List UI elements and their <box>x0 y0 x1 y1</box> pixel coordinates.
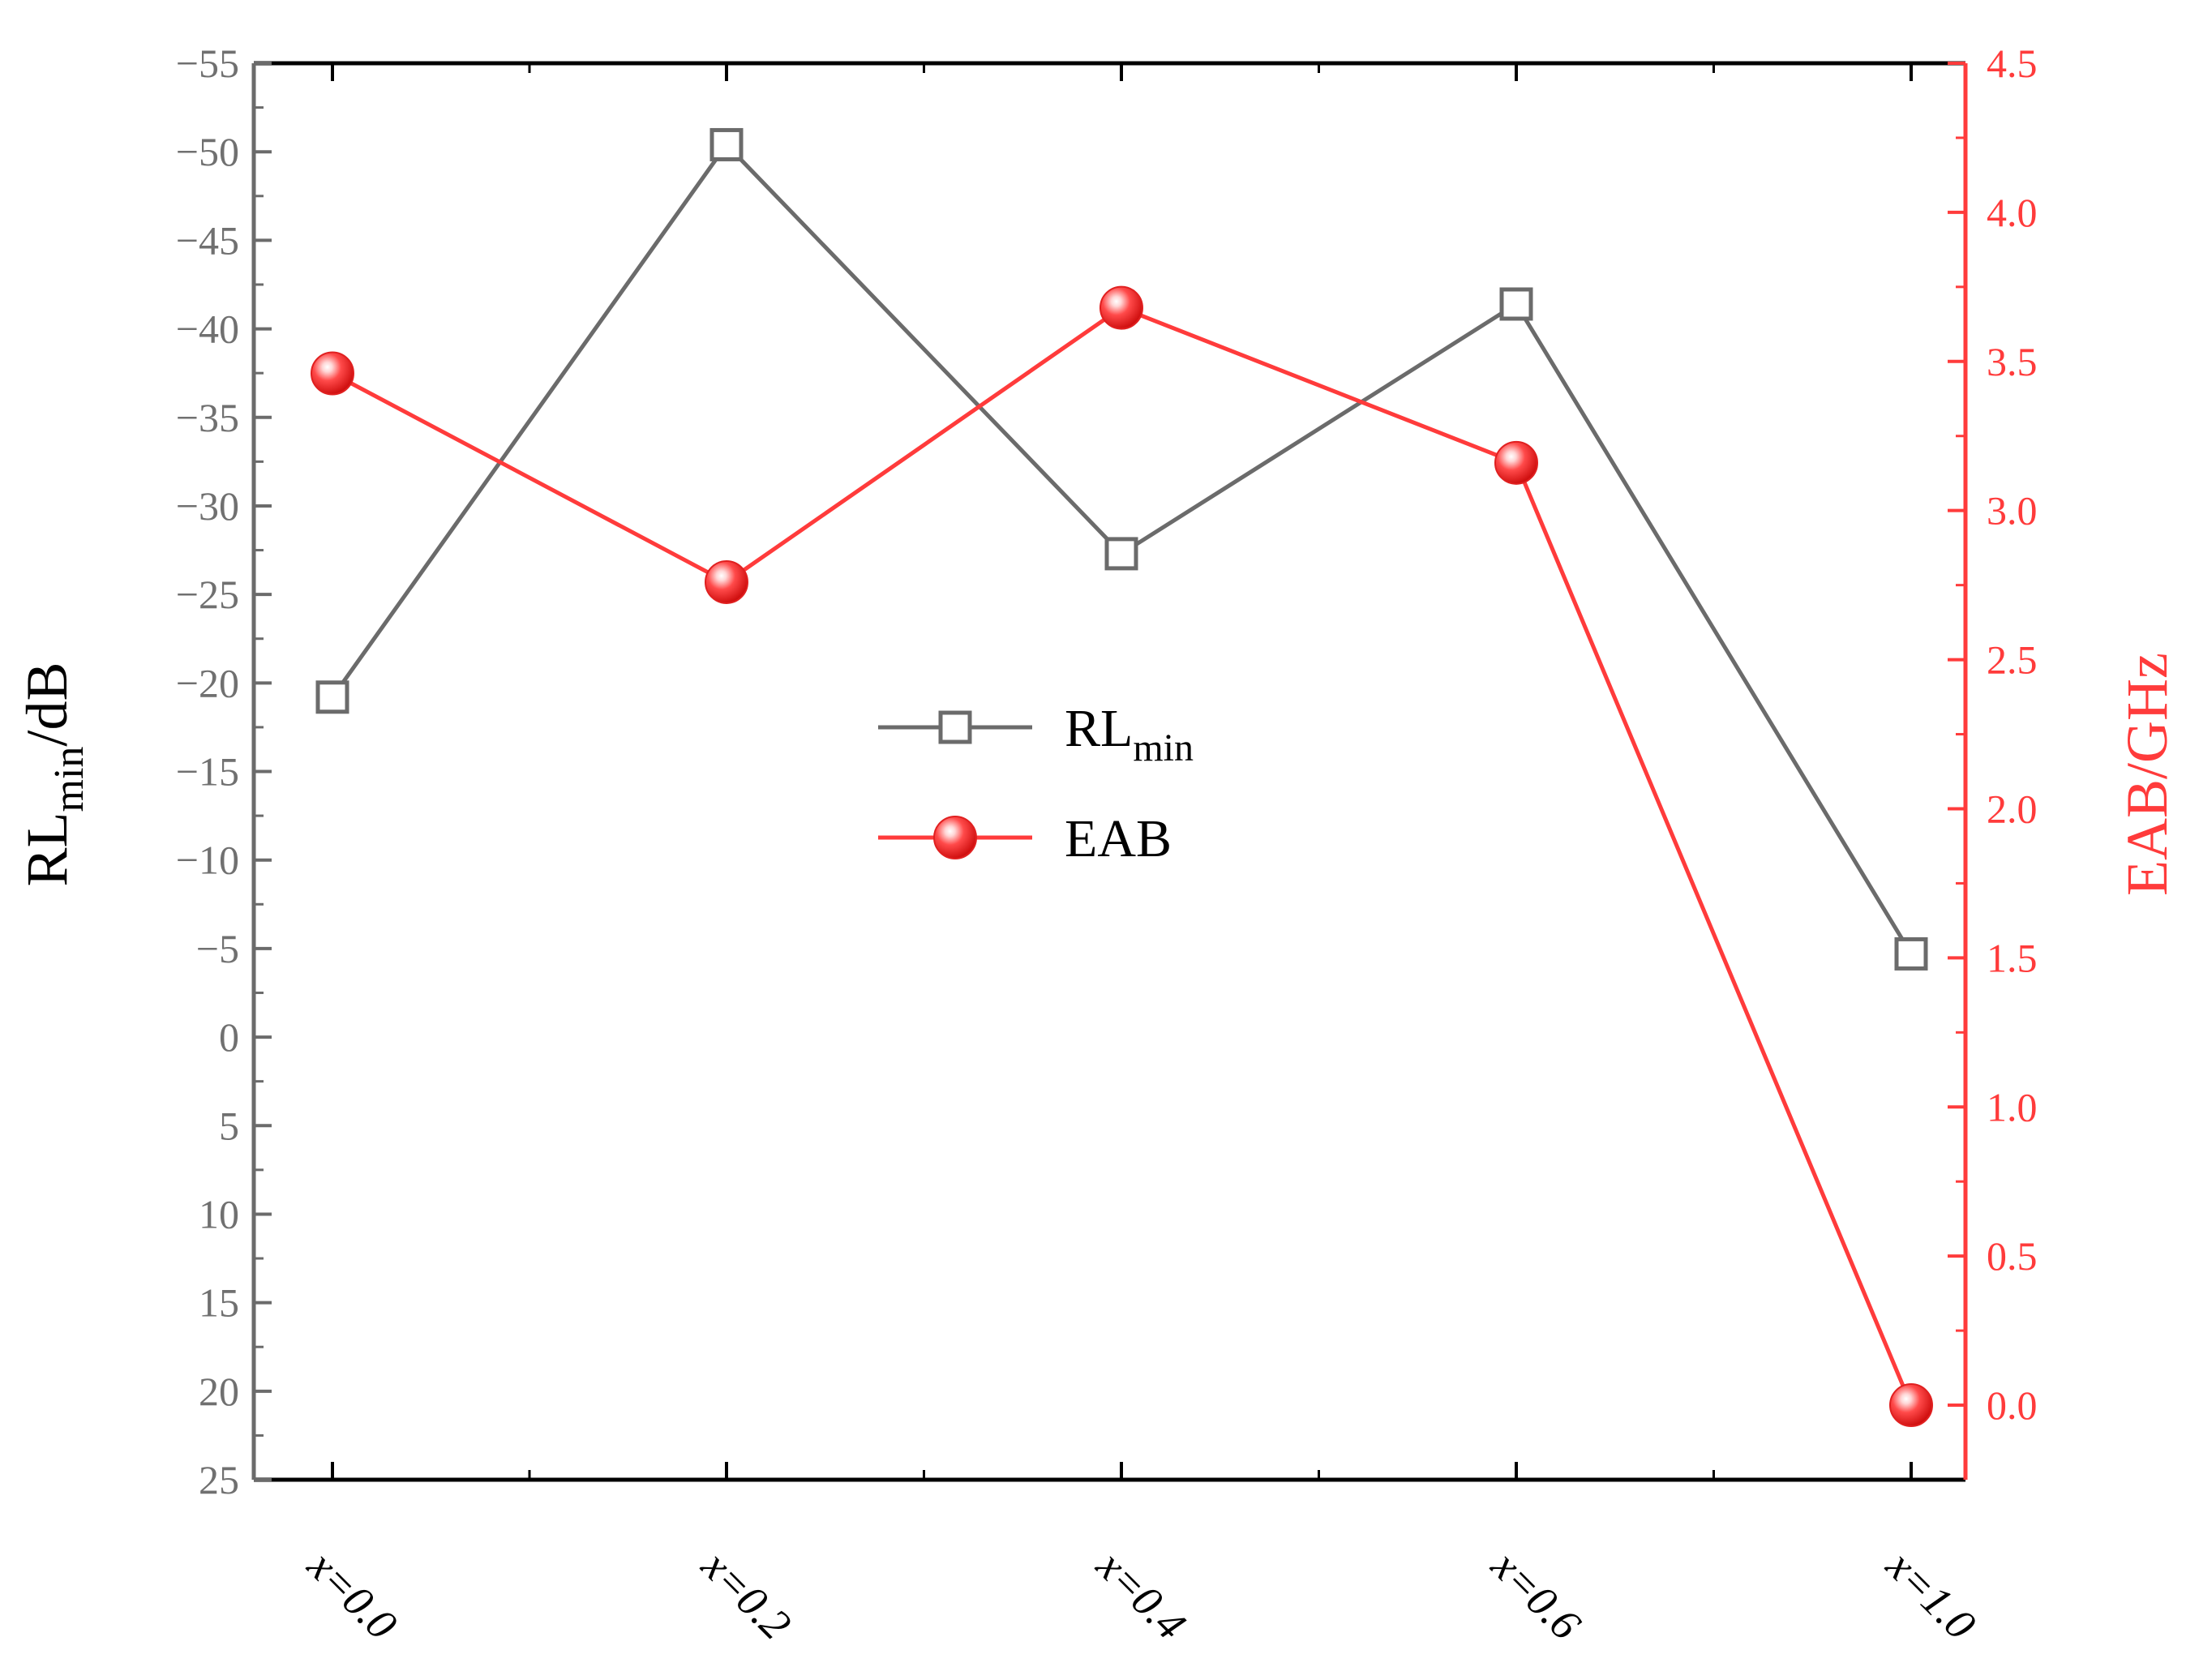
left-axis-title-sub: min <box>46 747 92 812</box>
plot-frame <box>251 61 1968 1482</box>
left-y-axis: −55−50−45−40−35−30−25−20−15−10−505101520… <box>176 41 272 1502</box>
legend-rlmin-label: RLmin <box>1065 699 1194 769</box>
x-tick-label: x=1.0 <box>1877 1541 1986 1649</box>
x-tick-label: x=0.0 <box>298 1541 407 1649</box>
eab-point <box>1494 440 1538 485</box>
right-tick-label: 0.5 <box>1987 1233 2038 1279</box>
left-tick-label: −45 <box>176 217 239 263</box>
left-axis-title-main: RL <box>15 812 79 886</box>
left-tick-label: 0 <box>219 1014 239 1060</box>
right-tick-label: 1.0 <box>1987 1084 2038 1129</box>
left-tick-label: 20 <box>199 1369 239 1414</box>
eab-point <box>1100 285 1143 330</box>
left-tick-label: 15 <box>199 1280 239 1326</box>
rlmin-point <box>709 127 744 161</box>
left-tick-label: 10 <box>199 1191 239 1236</box>
right-axis-title: EAB/GHz <box>2115 653 2180 896</box>
left-tick-label: −35 <box>176 395 239 440</box>
x-tick-label: x=0.6 <box>1482 1541 1591 1649</box>
left-tick-label: −40 <box>176 306 239 352</box>
x-tick-label: x=0.2 <box>692 1541 801 1649</box>
left-tick-label: −15 <box>176 749 239 795</box>
rlmin-point <box>1104 537 1138 571</box>
rlmin-point <box>1894 936 1928 971</box>
left-tick-label: −25 <box>176 572 239 617</box>
left-tick-label: −50 <box>176 129 239 174</box>
right-tick-label: 3.5 <box>1987 339 2038 384</box>
left-tick-label: 25 <box>199 1457 239 1502</box>
right-tick-label: 0.0 <box>1987 1382 2038 1428</box>
eab-point <box>705 559 748 604</box>
right-tick-label: 2.5 <box>1987 637 2038 683</box>
series-layer <box>311 127 1933 1428</box>
right-tick-label: 3.0 <box>1987 488 2038 534</box>
left-tick-label: −5 <box>196 926 239 971</box>
legend-rlmin-marker <box>938 710 972 744</box>
legend-rlmin-main: RL <box>1065 699 1133 758</box>
left-axis-title-tail: /dB <box>15 662 79 747</box>
right-tick-label: 2.0 <box>1987 786 2038 831</box>
left-tick-label: −20 <box>176 660 239 705</box>
left-tick-label: −10 <box>176 838 239 883</box>
legend-eab-label: EAB <box>1065 809 1172 868</box>
right-tick-label: 4.5 <box>1987 41 2038 86</box>
left-tick-label: −30 <box>176 483 239 529</box>
legend-eab-marker <box>933 816 977 859</box>
right-tick-label: 1.5 <box>1987 935 2038 980</box>
eab-point <box>311 351 354 396</box>
right-y-axis: 0.0 0.5 1.0 1.5 2.0 2.5 3.0 3.5 4.0 4.5 <box>1948 41 2038 1428</box>
right-tick-label: 4.0 <box>1987 190 2038 235</box>
x-tick-label: x=0.4 <box>1087 1541 1196 1649</box>
eab-point <box>1889 1383 1933 1428</box>
left-tick-label: 5 <box>219 1103 239 1148</box>
rlmin-point <box>1499 287 1533 321</box>
left-tick-label: −55 <box>176 41 239 86</box>
legend: RLmin EAB <box>878 699 1194 868</box>
left-axis-title: RLmin/dB <box>15 662 92 887</box>
axis-titles: RLmin/dB EAB/GHz <box>15 653 2180 896</box>
legend-rlmin-sub: min <box>1133 726 1194 769</box>
rlmin-point <box>315 680 349 714</box>
